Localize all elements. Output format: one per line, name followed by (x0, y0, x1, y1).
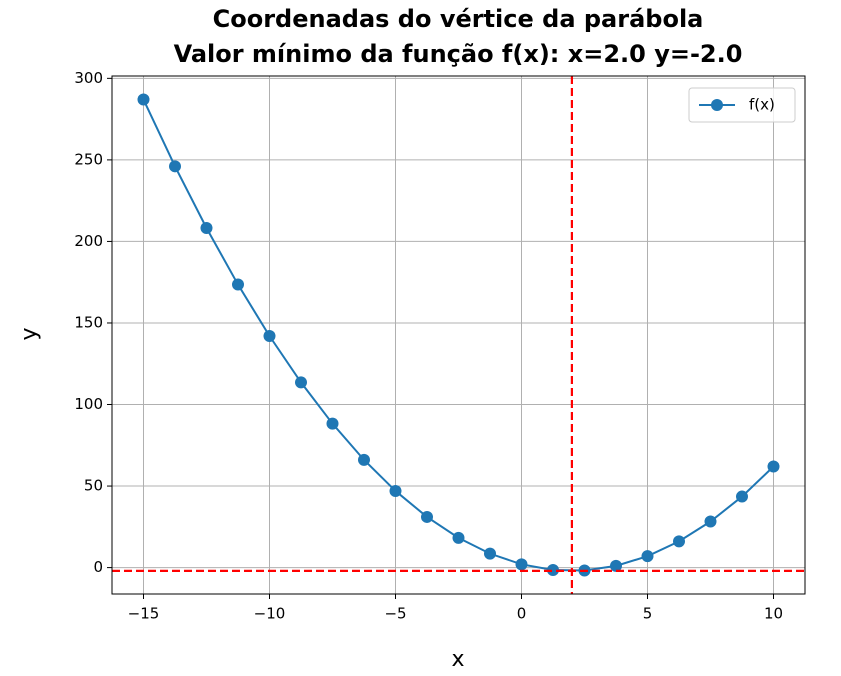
chart-title: Coordenadas do vértice da parábola (213, 5, 704, 33)
data-point (736, 490, 748, 503)
x-tick-label: 0 (517, 605, 527, 623)
y-axis-label: y (17, 327, 42, 340)
data-point (389, 484, 402, 497)
legend-box (688, 87, 796, 123)
data-point (169, 160, 181, 173)
y-tick-label: 250 (74, 150, 103, 168)
y-tick-label: 100 (74, 395, 103, 413)
y-tick-label: 0 (93, 558, 103, 576)
data-point (137, 93, 150, 106)
x-axis-label: x (451, 647, 464, 672)
x-tick-label: −10 (254, 605, 286, 623)
data-point (232, 278, 244, 291)
x-tick-label: 5 (643, 605, 653, 623)
series-line (142, 99, 775, 572)
legend-label: f(x) (749, 96, 775, 114)
data-point (704, 515, 717, 528)
data-point (263, 330, 276, 343)
x-tick-label: −15 (128, 605, 160, 623)
y-tick-label: 150 (74, 313, 103, 331)
x-tick-label: 10 (764, 605, 783, 623)
plot-frame (111, 75, 806, 595)
x-tick-label: −5 (384, 605, 406, 623)
data-point (515, 558, 528, 571)
data-point (484, 547, 496, 560)
data-point (326, 417, 339, 430)
data-point (200, 221, 213, 234)
data-point (641, 550, 654, 563)
chart-subtitle: Valor mínimo da função f(x): x=2.0 y=-2.… (174, 40, 743, 68)
data-point (673, 535, 685, 548)
data-point (452, 531, 465, 544)
legend-marker (711, 99, 723, 111)
data-point (421, 510, 433, 523)
data-point (767, 460, 780, 473)
y-tick-label: 50 (84, 477, 103, 495)
y-tick-label: 300 (74, 69, 103, 87)
data-point (358, 453, 370, 466)
data-point (295, 376, 307, 389)
y-tick-label: 200 (74, 232, 103, 250)
data-point (547, 563, 559, 576)
data-point (610, 559, 622, 572)
